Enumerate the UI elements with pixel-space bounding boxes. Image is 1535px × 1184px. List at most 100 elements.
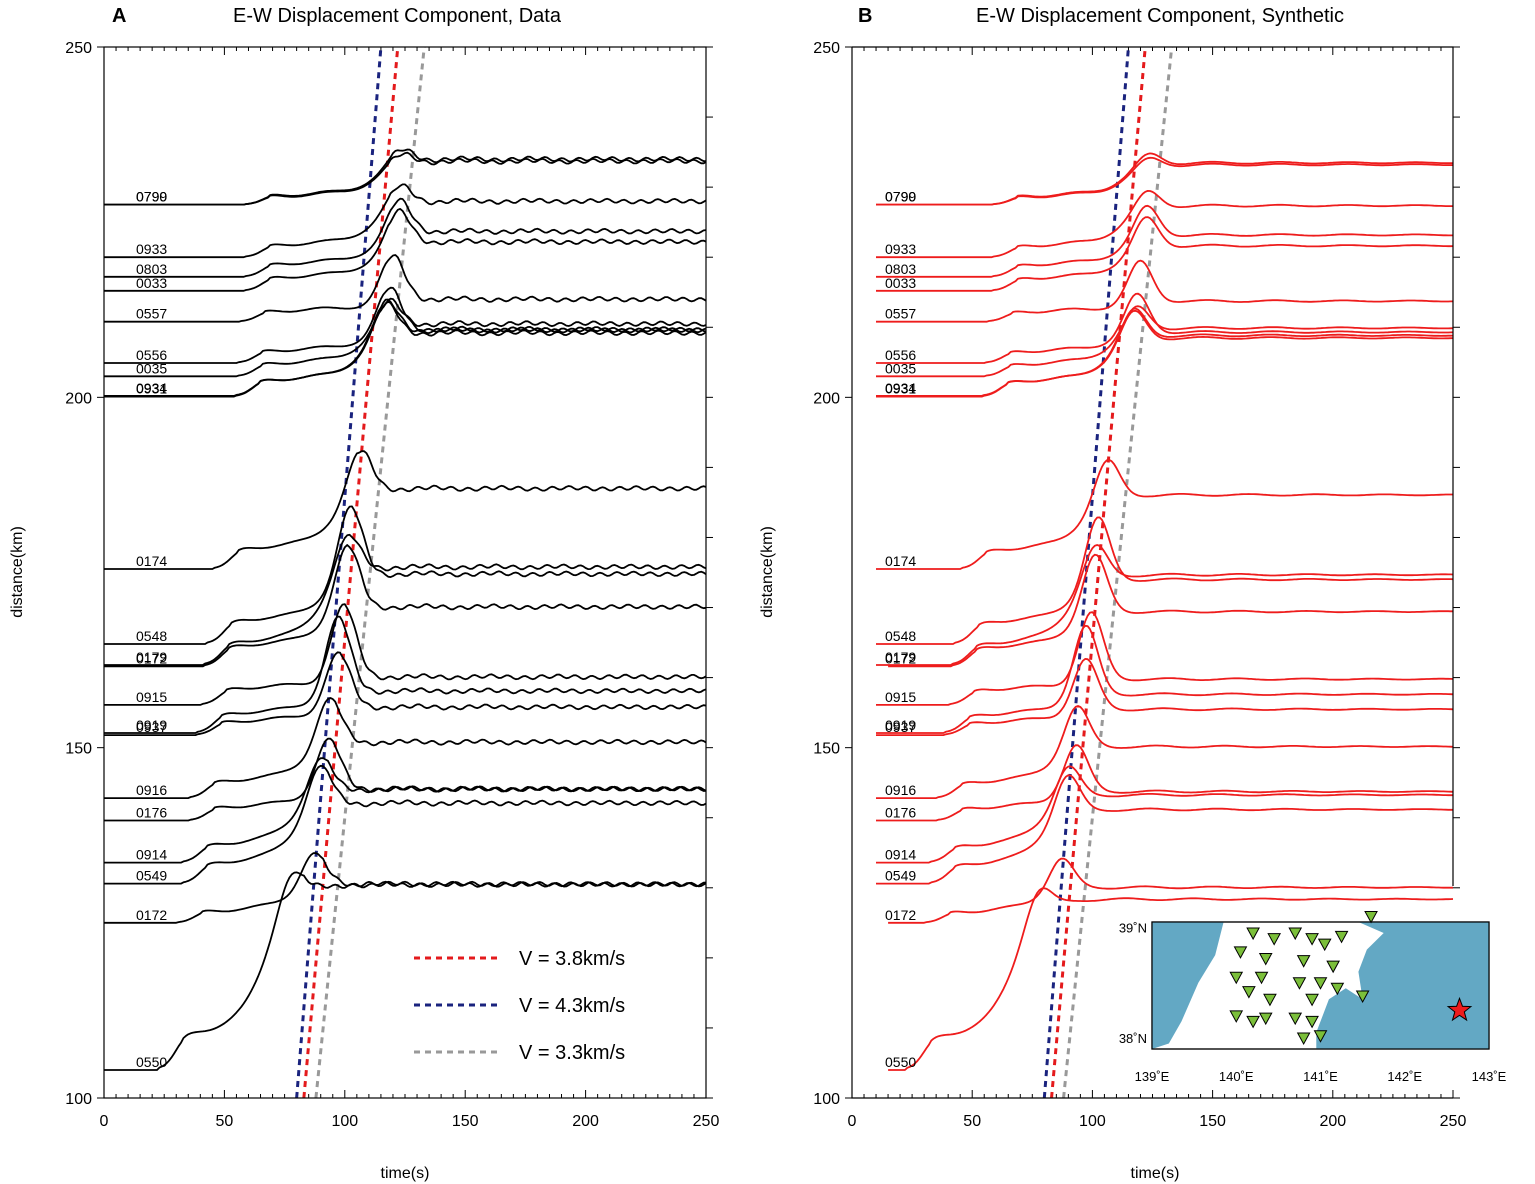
inset-lat-label: 38˚N (1119, 1031, 1147, 1046)
velocity-line (295, 46, 383, 1099)
sea-west (1152, 922, 1224, 1049)
station-label: 0915 (885, 689, 916, 705)
y-tick-label: 200 (813, 390, 840, 407)
station-label: 0549 (885, 868, 916, 884)
waveform-trace (104, 197, 707, 278)
station-marker (1317, 938, 1332, 952)
x-tick-label: 200 (1319, 1113, 1346, 1130)
inset-lon-label: 142˚E (1387, 1069, 1422, 1084)
waveform-trace (876, 624, 1454, 734)
station-label: 0172 (885, 907, 916, 923)
station-label: 0799 (136, 189, 167, 205)
station-marker (1242, 986, 1256, 999)
station-label: 0179 (136, 649, 167, 665)
station-label: 0557 (885, 306, 916, 322)
waveform-trace (876, 309, 1454, 397)
waveform-trace (104, 871, 707, 1071)
station-marker (1355, 990, 1370, 1004)
inset-lon-label: 143˚E (1472, 1069, 1507, 1084)
station-label: 0933 (136, 241, 167, 257)
legend-label: V = 3.8km/s (519, 948, 625, 970)
waveform-trace (876, 459, 1453, 570)
x-tick-label: 200 (572, 1113, 599, 1130)
station-label: 0033 (136, 275, 167, 291)
station-label: 0548 (136, 628, 167, 644)
waveform-trace (104, 298, 707, 398)
x-tick-label: 0 (848, 1113, 857, 1130)
waveform-trace (104, 852, 707, 924)
station-marker (1305, 1015, 1319, 1029)
panel-letter: A (112, 5, 126, 27)
station-label: 0172 (136, 650, 167, 666)
station-marker (1330, 982, 1345, 996)
inset-lon-label: 139˚E (1135, 1069, 1170, 1084)
station-marker (1288, 927, 1303, 941)
station-label: 0916 (885, 782, 916, 798)
station-label: 0916 (136, 782, 167, 798)
station-marker (1267, 933, 1282, 946)
station-label: 0174 (136, 553, 167, 569)
waveform-trace (104, 651, 707, 736)
station-label: 0556 (885, 347, 916, 363)
station-marker (1292, 977, 1307, 990)
station-label: 0176 (885, 805, 916, 821)
station-marker (1313, 1030, 1328, 1043)
panel-b: B E-W Displacement Component, Synthetic … (759, 5, 1507, 1182)
waveform-trace (104, 615, 707, 734)
station-marker (1229, 1010, 1244, 1023)
waveform-trace (104, 208, 707, 292)
station-marker (1288, 1012, 1303, 1026)
station-marker (1233, 946, 1248, 959)
y-axis-label: distance(km) (759, 526, 776, 618)
waveform-trace (104, 544, 707, 668)
x-tick-label: 250 (1440, 1113, 1467, 1130)
station-label: 0550 (136, 1054, 167, 1070)
station-marker (1334, 930, 1349, 944)
station-marker (1246, 927, 1260, 941)
waveform-trace (888, 553, 1453, 668)
station-label: 0556 (136, 347, 167, 363)
x-tick-label: 150 (452, 1113, 479, 1130)
waveform-trace (876, 765, 1453, 864)
panel-letter: B (858, 5, 872, 27)
tick-labels: 0 50 100 150 200 250 100 150 200 250 (813, 40, 1466, 1130)
waveform-trace (888, 887, 1454, 1071)
station-marker (1305, 993, 1319, 1007)
panel-title: E-W Displacement Component, Data (233, 5, 562, 27)
station-marker (1254, 971, 1269, 985)
station-marker (1305, 933, 1319, 946)
station-marker (1229, 971, 1244, 985)
waveform-trace (104, 697, 707, 799)
waveform-trace (876, 152, 1453, 206)
y-tick-label: 150 (813, 741, 840, 758)
waveform-trace (876, 611, 1454, 706)
legend-label: V = 3.3km/s (519, 1042, 625, 1064)
station-label: 0931 (136, 381, 167, 397)
x-axis-label: time(s) (1131, 1165, 1180, 1182)
station-marker (1364, 910, 1378, 924)
inset-lon-label: 141˚E (1303, 1069, 1338, 1084)
station-label: 0914 (136, 847, 167, 863)
waveform-trace (876, 744, 1454, 822)
x-tick-label: 150 (1199, 1113, 1226, 1130)
station-label: 0548 (885, 628, 916, 644)
waveform-trace (104, 757, 707, 864)
x-tick-label: 100 (1079, 1113, 1106, 1130)
station-label: 0919 (885, 717, 916, 733)
station-label: 0176 (136, 805, 167, 821)
velocity-line (1050, 46, 1147, 1099)
station-label: 0549 (136, 868, 167, 884)
panel-a: A E-W Displacement Component, Data time(… (9, 5, 719, 1182)
waveform-trace (876, 156, 1453, 206)
waveform-trace (888, 857, 1453, 924)
waveform-trace (876, 292, 1454, 364)
panel-title: E-W Displacement Component, Synthetic (976, 5, 1344, 27)
station-marker (1263, 993, 1277, 1007)
station-marker (1296, 1032, 1311, 1046)
sea-east (1316, 922, 1489, 1049)
station-label: 0937 (885, 719, 916, 735)
waveform-trace (876, 658, 1454, 736)
